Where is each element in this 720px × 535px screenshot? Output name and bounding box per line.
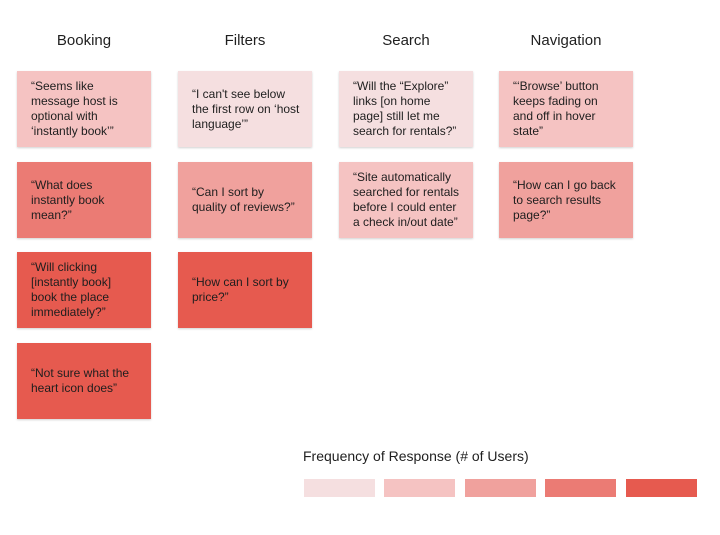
sticky-note-text: “‘Browse’ button keeps fading on and off…	[513, 79, 599, 138]
sticky-note-filters: “How can I sort by price?”	[178, 252, 312, 328]
sticky-note-text: “What does instantly book mean?”	[31, 177, 105, 222]
sticky-note-text: “Seems like message host is optional wit…	[31, 79, 118, 138]
sticky-note-text: “Will the “Explore” links [on home page]…	[353, 79, 457, 138]
sticky-note-navigation: “How can I go back to search results pag…	[499, 162, 633, 238]
column-header-navigation: Navigation	[530, 32, 602, 49]
legend-swatch-level-3	[465, 479, 536, 497]
sticky-note-filters: “Can I sort by quality of reviews?”	[178, 162, 312, 238]
sticky-note-text: “How can I sort by price?”	[192, 275, 289, 304]
column-header-search: Search	[382, 32, 430, 49]
legend-swatch-level-4	[545, 479, 616, 497]
sticky-note-navigation: “‘Browse’ button keeps fading on and off…	[499, 71, 633, 147]
legend-swatch-level-2	[384, 479, 455, 497]
column-header-filters: Filters	[224, 32, 266, 49]
sticky-note-text: “How can I go back to search results pag…	[513, 177, 616, 222]
sticky-note-filters: “I can't see below the first row on ‘hos…	[178, 71, 312, 147]
sticky-note-booking: “What does instantly book mean?”	[17, 162, 151, 238]
legend-swatch-level-1	[304, 479, 375, 497]
sticky-note-search: “Will the “Explore” links [on home page]…	[339, 71, 473, 147]
sticky-note-booking: “Not sure what the heart icon does”	[17, 343, 151, 419]
sticky-note-text: “Site automatically searched for rentals…	[353, 170, 460, 229]
sticky-note-search: “Site automatically searched for rentals…	[339, 162, 473, 238]
sticky-note-booking: “Seems like message host is optional wit…	[17, 71, 151, 147]
sticky-note-text: “I can't see below the first row on ‘hos…	[192, 86, 300, 131]
legend-swatch-level-5	[626, 479, 697, 497]
sticky-note-text: “Can I sort by quality of reviews?”	[192, 185, 295, 214]
sticky-note-text: “Will clicking [instantly book] book the…	[31, 260, 112, 319]
sticky-note-text: “Not sure what the heart icon does”	[31, 366, 130, 395]
sticky-note-booking: “Will clicking [instantly book] book the…	[17, 252, 151, 328]
column-header-booking: Booking	[56, 32, 112, 49]
legend-title: Frequency of Response (# of Users)	[303, 448, 529, 464]
